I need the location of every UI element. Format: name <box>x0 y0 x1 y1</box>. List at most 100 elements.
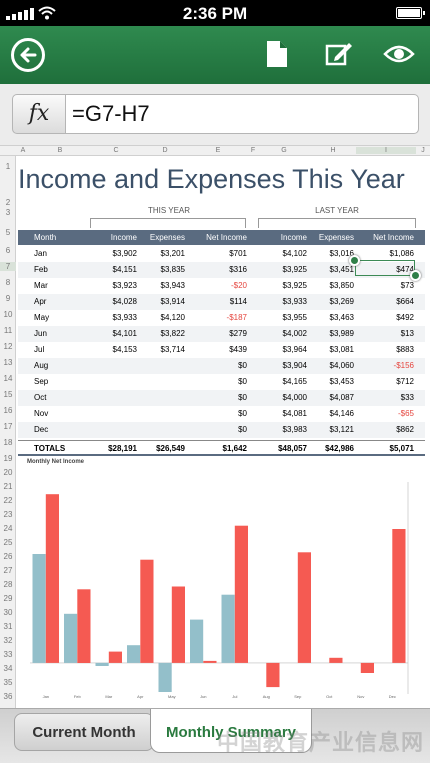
table-cell[interactable]: $3,933 <box>112 313 137 322</box>
table-cell[interactable]: -$156 <box>393 361 414 370</box>
table-cell[interactable]: $114 <box>229 297 247 306</box>
table-cell[interactable]: $4,165 <box>282 377 307 386</box>
row-header[interactable]: 1 <box>5 162 11 171</box>
table-cell[interactable]: $4,060 <box>329 361 354 370</box>
formula-input[interactable]: =G7-H7 <box>65 94 419 134</box>
table-cell[interactable]: $3,914 <box>160 297 185 306</box>
table-cell[interactable]: Dec <box>34 425 49 434</box>
table-cell[interactable]: $4,102 <box>282 249 307 258</box>
table-cell[interactable]: $3,201 <box>160 249 185 258</box>
header-cell[interactable]: Month <box>34 233 57 242</box>
row-header[interactable]: 25 <box>3 538 13 547</box>
row-header[interactable]: 17 <box>3 422 13 431</box>
row-header[interactable]: 22 <box>3 496 13 505</box>
table-cell[interactable]: $4,146 <box>329 409 354 418</box>
table-cell[interactable]: $492 <box>396 313 414 322</box>
header-cell[interactable]: Income <box>110 233 137 242</box>
row-header[interactable]: 28 <box>3 580 13 589</box>
selection-handle[interactable] <box>410 270 421 281</box>
row-header[interactable]: 15 <box>3 390 13 399</box>
table-cell[interactable]: $3,964 <box>282 345 307 354</box>
table-cell[interactable]: $3,451 <box>329 265 354 274</box>
row-header[interactable]: 27 <box>3 566 13 575</box>
row-header[interactable]: 19 <box>3 454 13 463</box>
table-cell[interactable]: Mar <box>34 281 48 290</box>
col-header[interactable]: E <box>215 147 221 154</box>
table-cell[interactable]: $13 <box>400 329 414 338</box>
table-cell[interactable]: $3,989 <box>329 329 354 338</box>
table-cell[interactable]: $4,153 <box>112 345 137 354</box>
table-cell[interactable]: $4,081 <box>282 409 307 418</box>
row-header[interactable]: 13 <box>3 358 13 367</box>
col-header[interactable]: C <box>113 147 119 154</box>
row-header[interactable]: 34 <box>3 664 13 673</box>
row-header[interactable]: 32 <box>3 636 13 645</box>
edit-icon[interactable] <box>325 40 353 68</box>
table-cell[interactable]: $42,986 <box>325 444 354 453</box>
header-cell[interactable]: Net Income <box>206 233 247 242</box>
table-cell[interactable]: -$20 <box>230 281 247 290</box>
row-header[interactable]: 14 <box>3 374 13 383</box>
group-this-year[interactable]: THIS YEAR <box>147 206 191 215</box>
table-cell[interactable]: $4,151 <box>112 265 137 274</box>
col-header[interactable]: B <box>57 147 63 154</box>
table-cell[interactable]: $3,925 <box>282 281 307 290</box>
row-header[interactable]: 30 <box>3 608 13 617</box>
eye-icon[interactable] <box>383 43 415 65</box>
table-cell[interactable]: $5,071 <box>389 444 414 453</box>
row-header[interactable]: 31 <box>3 622 13 631</box>
row-header[interactable]: 7 <box>0 262 16 271</box>
row-header[interactable]: 21 <box>3 482 13 491</box>
row-header[interactable]: 18 <box>3 438 13 447</box>
table-cell[interactable]: $3,925 <box>282 265 307 274</box>
row-header[interactable]: 29 <box>3 594 13 603</box>
col-header[interactable]: H <box>330 147 336 154</box>
table-cell[interactable]: Nov <box>34 409 49 418</box>
col-header[interactable]: G <box>281 147 287 154</box>
col-header[interactable]: F <box>250 147 256 154</box>
table-cell[interactable]: Sep <box>34 377 49 386</box>
table-cell[interactable]: -$187 <box>226 313 247 322</box>
col-header[interactable]: D <box>162 147 168 154</box>
selection-handle[interactable] <box>349 255 360 266</box>
col-header[interactable]: A <box>20 147 26 154</box>
table-cell[interactable]: $33 <box>400 393 414 402</box>
table-cell[interactable]: $26,549 <box>156 444 185 453</box>
table-cell[interactable]: Aug <box>34 361 49 370</box>
row-header[interactable]: 35 <box>3 678 13 687</box>
table-cell[interactable]: $3,081 <box>329 345 354 354</box>
table-cell[interactable]: $48,057 <box>278 444 307 453</box>
table-cell[interactable]: $712 <box>396 377 414 386</box>
back-button[interactable] <box>11 38 45 72</box>
row-header[interactable]: 9 <box>5 294 11 303</box>
table-cell[interactable]: $3,983 <box>282 425 307 434</box>
row-header[interactable]: 36 <box>3 692 13 701</box>
table-cell[interactable]: $3,016 <box>329 249 354 258</box>
table-cell[interactable]: $0 <box>238 377 247 386</box>
row-header[interactable]: 23 <box>3 510 13 519</box>
row-header[interactable]: 2 <box>5 198 11 207</box>
table-cell[interactable]: $3,923 <box>112 281 137 290</box>
document-icon[interactable] <box>266 40 288 68</box>
row-header[interactable]: 10 <box>3 310 13 319</box>
table-cell[interactable]: $3,904 <box>282 361 307 370</box>
table-cell[interactable]: $3,121 <box>329 425 354 434</box>
table-cell[interactable]: $1,086 <box>389 249 414 258</box>
col-header[interactable]: J <box>421 147 425 154</box>
table-cell[interactable]: $3,955 <box>282 313 307 322</box>
row-header[interactable]: 11 <box>3 326 13 335</box>
table-cell[interactable]: Apr <box>34 297 47 306</box>
table-cell[interactable]: $1,642 <box>222 444 247 453</box>
row-header[interactable]: 33 <box>3 650 13 659</box>
table-cell[interactable]: $28,191 <box>108 444 137 453</box>
table-cell[interactable]: $73 <box>400 281 414 290</box>
function-button[interactable]: fx <box>12 94 66 134</box>
table-cell[interactable]: $0 <box>238 425 247 434</box>
table-cell[interactable]: Jul <box>34 345 45 354</box>
row-header[interactable]: 8 <box>5 278 11 287</box>
header-cell[interactable]: Net Income <box>373 233 414 242</box>
sheet-title[interactable]: Income and Expenses This Year <box>18 164 405 194</box>
table-cell[interactable]: $4,087 <box>329 393 354 402</box>
table-cell[interactable]: Jan <box>34 249 47 258</box>
table-cell[interactable]: $316 <box>229 265 247 274</box>
